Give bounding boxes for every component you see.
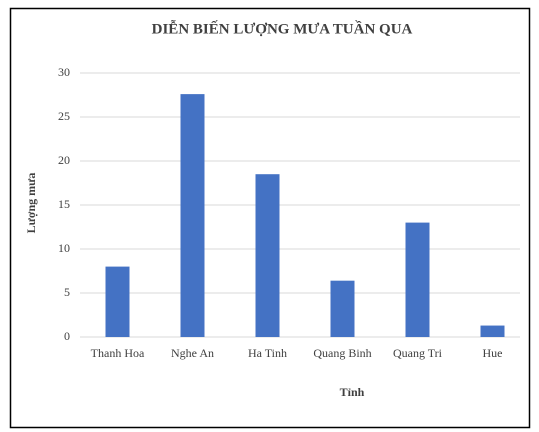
x-tick-label: Hue [483,346,503,360]
x-tick-label: Thanh Hoa [91,346,145,360]
y-tick-label: 20 [58,153,70,167]
bar [255,174,280,337]
bar [405,222,430,337]
x-tick-label: Nghe An [171,346,214,360]
chart-title: DIỄN BIẾN LƯỢNG MƯA TUẦN QUA [152,19,413,37]
bar [330,280,355,337]
bar [180,94,205,338]
y-tick-label: 10 [58,241,70,255]
x-tick-label: Quang Tri [393,346,443,360]
y-tick-label: 25 [58,109,70,123]
y-tick-label: 5 [64,285,70,299]
y-tick-label: 15 [58,197,70,211]
bar [480,325,505,337]
bar [105,266,130,337]
y-tick-label: 0 [64,329,70,343]
y-axis-label: Lượng mưa [24,173,38,234]
x-tick-label: Ha Tinh [248,346,287,360]
x-axis-label: Tỉnh [340,385,365,399]
x-tick-label: Quang Binh [313,346,371,360]
y-tick-label: 30 [58,65,70,79]
